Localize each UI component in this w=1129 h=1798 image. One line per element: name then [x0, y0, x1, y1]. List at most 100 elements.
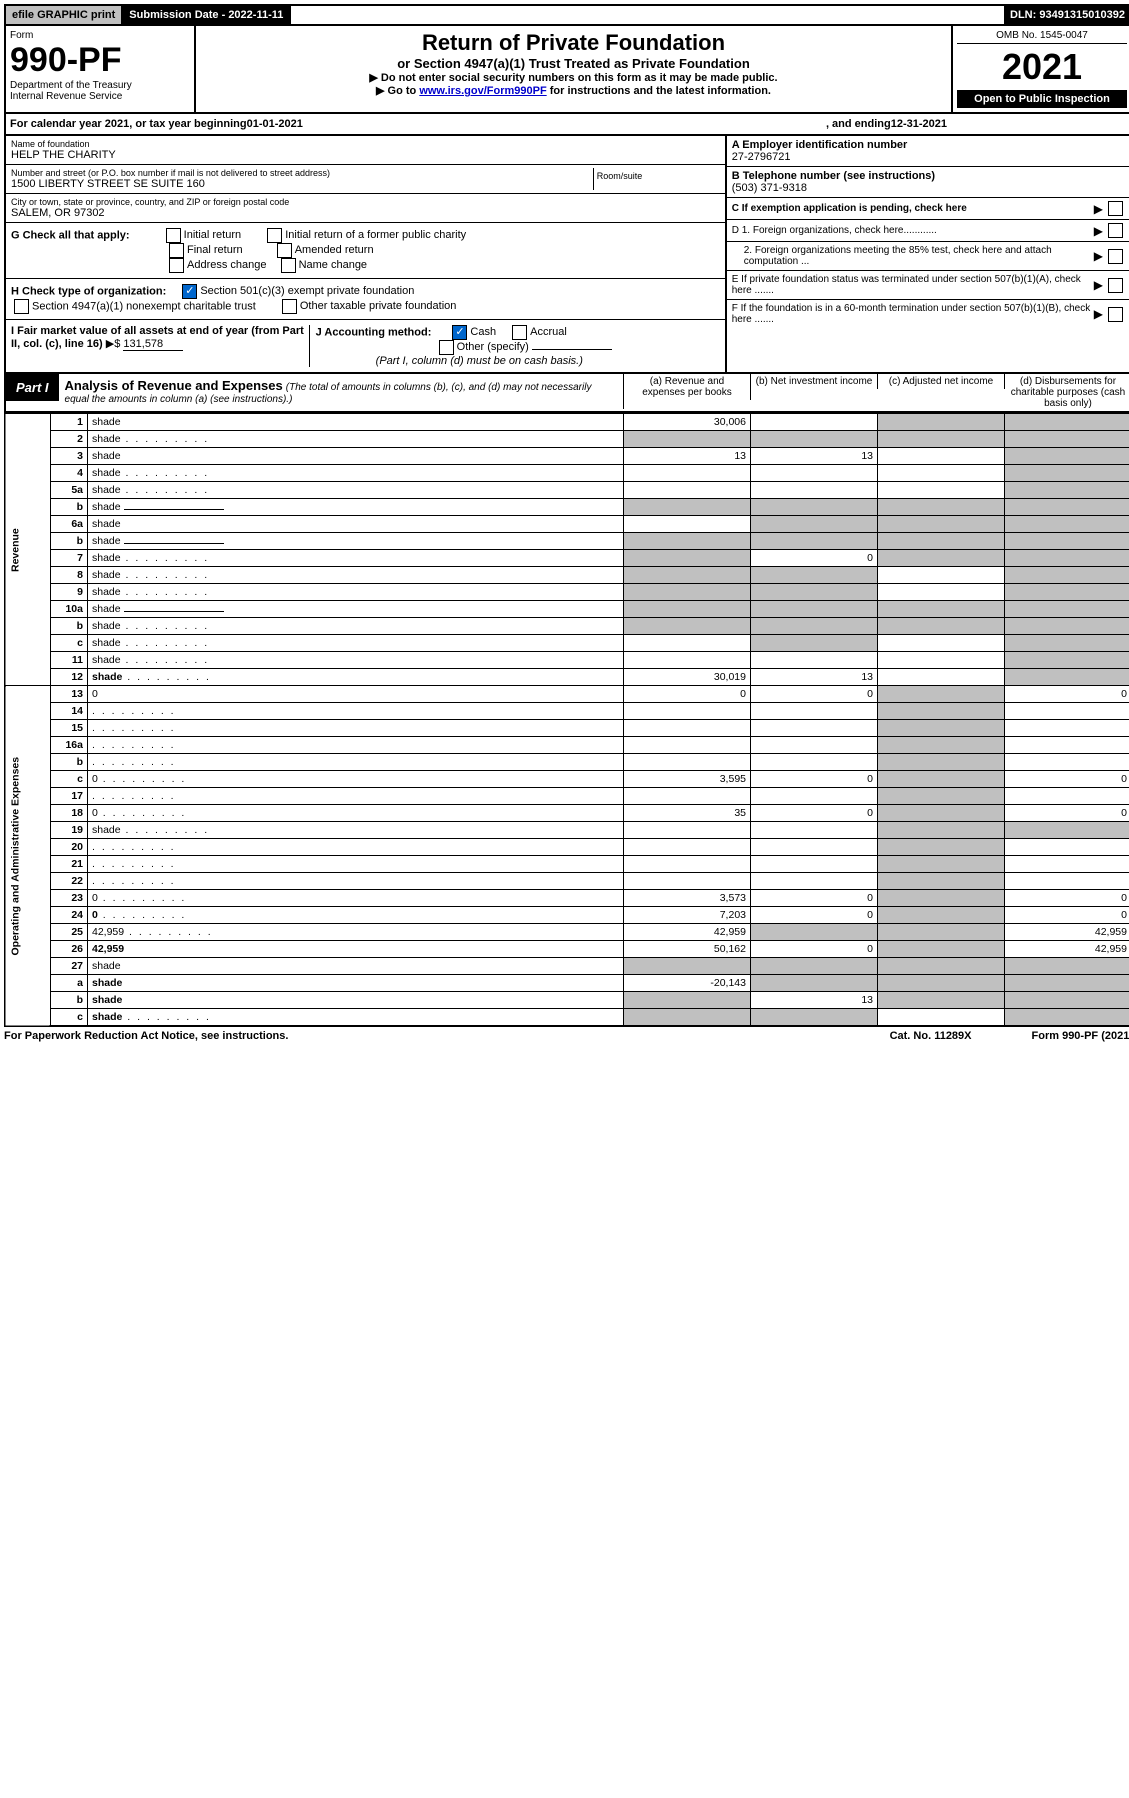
final-return-checkbox[interactable] — [169, 243, 184, 258]
table-row: cshade — [5, 635, 1129, 652]
c-checkbox[interactable] — [1108, 201, 1123, 216]
line-number: 15 — [51, 720, 88, 737]
part1-header: Part I Analysis of Revenue and Expenses … — [4, 374, 1129, 413]
line-number: c — [51, 771, 88, 788]
irs-link[interactable]: www.irs.gov/Form990PF — [419, 85, 546, 97]
part1-table: Revenue1shade30,0062shade3shade13134shad… — [4, 413, 1129, 1027]
line-number: 3 — [51, 448, 88, 465]
table-row: 16a — [5, 737, 1129, 754]
table-row: 2shade — [5, 431, 1129, 448]
501c3-checkbox[interactable]: ✓ — [182, 284, 197, 299]
h-opt-2: Section 4947(a)(1) nonexempt charitable … — [32, 300, 256, 312]
line-description: shade — [88, 465, 624, 482]
table-row: 11shade — [5, 652, 1129, 669]
f-checkbox[interactable] — [1108, 307, 1123, 322]
g-opt-1: Initial return of a former public charit… — [285, 229, 466, 241]
form-id-block: Form 990-PF Department of the Treasury I… — [6, 26, 196, 112]
other-method-checkbox[interactable] — [439, 340, 454, 355]
footer-right: Form 990-PF (2021) — [1032, 1030, 1129, 1042]
g-label: G Check all that apply: — [11, 229, 130, 241]
room-label: Room/suite — [597, 171, 717, 181]
amended-return-checkbox[interactable] — [277, 243, 292, 258]
line-number: 1 — [51, 414, 88, 431]
city-label: City or town, state or province, country… — [11, 197, 720, 207]
4947a1-checkbox[interactable] — [14, 299, 29, 314]
line-number: 12 — [51, 669, 88, 686]
table-row: 17 — [5, 788, 1129, 805]
initial-former-checkbox[interactable] — [267, 228, 282, 243]
line-number: 27 — [51, 958, 88, 975]
table-row: 4shade — [5, 465, 1129, 482]
initial-return-checkbox[interactable] — [166, 228, 181, 243]
table-row: Operating and Administrative Expenses130… — [5, 686, 1129, 703]
table-row: 2642,95950,162042,959 — [5, 941, 1129, 958]
line-description: shade — [88, 414, 624, 431]
other-taxable-checkbox[interactable] — [282, 299, 297, 314]
line-description — [88, 737, 624, 754]
table-row: 8shade — [5, 567, 1129, 584]
irs-label: Internal Revenue Service — [10, 91, 190, 102]
line-number: 20 — [51, 839, 88, 856]
line-description: 0 — [88, 771, 624, 788]
table-row: ashade-20,143 — [5, 975, 1129, 992]
line-number: 23 — [51, 890, 88, 907]
form-subtitle: or Section 4947(a)(1) Trust Treated as P… — [200, 56, 947, 71]
street-address: 1500 LIBERTY STREET SE SUITE 160 — [11, 178, 593, 190]
table-row: 2542,95942,95942,959 — [5, 924, 1129, 941]
line-description: shade — [88, 992, 624, 1009]
line-description: shade — [88, 567, 624, 584]
col-b-head: (b) Net investment income — [751, 374, 878, 389]
d2-checkbox[interactable] — [1108, 249, 1123, 264]
table-row: 12shade30,01913 — [5, 669, 1129, 686]
entity-right-col: A Employer identification number 27-2796… — [725, 136, 1129, 372]
entity-left-col: Name of foundation HELP THE CHARITY Numb… — [6, 136, 725, 372]
table-row: 3shade1313 — [5, 448, 1129, 465]
line-number: 21 — [51, 856, 88, 873]
line-description: shade — [88, 958, 624, 975]
e-checkbox[interactable] — [1108, 278, 1123, 293]
line-number: 13 — [51, 686, 88, 703]
accrual-checkbox[interactable] — [512, 325, 527, 340]
city-state-zip: SALEM, OR 97302 — [11, 207, 720, 219]
line-number: b — [51, 499, 88, 516]
instr-ssn: ▶ Do not enter social security numbers o… — [200, 71, 947, 84]
line-number: c — [51, 1009, 88, 1027]
line-description: 42,959 — [88, 941, 624, 958]
table-row: 15 — [5, 720, 1129, 737]
table-row: 5ashade — [5, 482, 1129, 499]
calyear-mid: , and ending — [826, 118, 891, 130]
address-change-checkbox[interactable] — [169, 258, 184, 273]
line-description: 42,959 — [88, 924, 624, 941]
part1-label: Part I — [6, 374, 59, 401]
f-label: F If the foundation is in a 60-month ter… — [732, 303, 1094, 325]
j-block: J Accounting method: ✓Cash Accrual Other… — [309, 325, 720, 367]
line-number: 9 — [51, 584, 88, 601]
i-j-row: I Fair market value of all assets at end… — [6, 320, 725, 372]
line-description — [88, 839, 624, 856]
calyear-prefix: For calendar year 2021, or tax year begi… — [10, 118, 247, 130]
line-number: 8 — [51, 567, 88, 584]
cash-checkbox[interactable]: ✓ — [452, 325, 467, 340]
table-row: 19shade — [5, 822, 1129, 839]
i-block: I Fair market value of all assets at end… — [11, 325, 309, 367]
line-number: 17 — [51, 788, 88, 805]
instr-goto-pre: ▶ Go to — [376, 85, 419, 97]
line-number: 2 — [51, 431, 88, 448]
instr-goto-post: for instructions and the latest informat… — [547, 85, 771, 97]
line-number: 11 — [51, 652, 88, 669]
d1-checkbox[interactable] — [1108, 223, 1123, 238]
line-description — [88, 703, 624, 720]
dept-treasury: Department of the Treasury — [10, 80, 190, 91]
table-row: Revenue1shade30,006 — [5, 414, 1129, 431]
d2-label: 2. Foreign organizations meeting the 85%… — [732, 245, 1094, 267]
instr-link-row: ▶ Go to www.irs.gov/Form990PF for instru… — [200, 84, 947, 97]
efile-print-button[interactable]: efile GRAPHIC print — [6, 6, 123, 24]
line-number: 7 — [51, 550, 88, 567]
name-change-checkbox[interactable] — [281, 258, 296, 273]
section-side-label: Revenue — [5, 414, 51, 686]
line-description: 0 — [88, 686, 624, 703]
addr-label: Number and street (or P.O. box number if… — [11, 168, 593, 178]
line-number: 22 — [51, 873, 88, 890]
section-side-label: Operating and Administrative Expenses — [5, 686, 51, 1027]
line-description: shade — [88, 601, 624, 618]
